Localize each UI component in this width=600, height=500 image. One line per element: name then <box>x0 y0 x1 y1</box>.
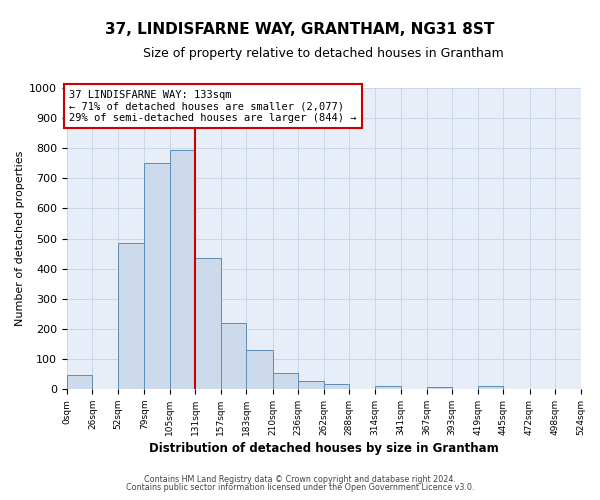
Text: Contains public sector information licensed under the Open Government Licence v3: Contains public sector information licen… <box>126 484 474 492</box>
X-axis label: Distribution of detached houses by size in Grantham: Distribution of detached houses by size … <box>149 442 499 455</box>
Bar <box>323 384 349 389</box>
Bar <box>170 150 195 389</box>
Bar <box>273 374 298 389</box>
Bar <box>145 164 170 389</box>
Bar <box>221 323 246 389</box>
Title: Size of property relative to detached houses in Grantham: Size of property relative to detached ho… <box>143 48 504 60</box>
Text: 37 LINDISFARNE WAY: 133sqm
← 71% of detached houses are smaller (2,077)
29% of s: 37 LINDISFARNE WAY: 133sqm ← 71% of deta… <box>69 90 356 123</box>
Bar <box>195 258 221 389</box>
Bar <box>298 380 323 389</box>
Y-axis label: Number of detached properties: Number of detached properties <box>15 151 25 326</box>
Bar <box>67 376 92 389</box>
Text: 37, LINDISFARNE WAY, GRANTHAM, NG31 8ST: 37, LINDISFARNE WAY, GRANTHAM, NG31 8ST <box>106 22 494 38</box>
Bar <box>478 386 503 389</box>
Bar <box>118 243 145 389</box>
Bar <box>374 386 401 389</box>
Text: Contains HM Land Registry data © Crown copyright and database right 2024.: Contains HM Land Registry data © Crown c… <box>144 475 456 484</box>
Bar <box>246 350 273 389</box>
Bar <box>427 386 452 389</box>
